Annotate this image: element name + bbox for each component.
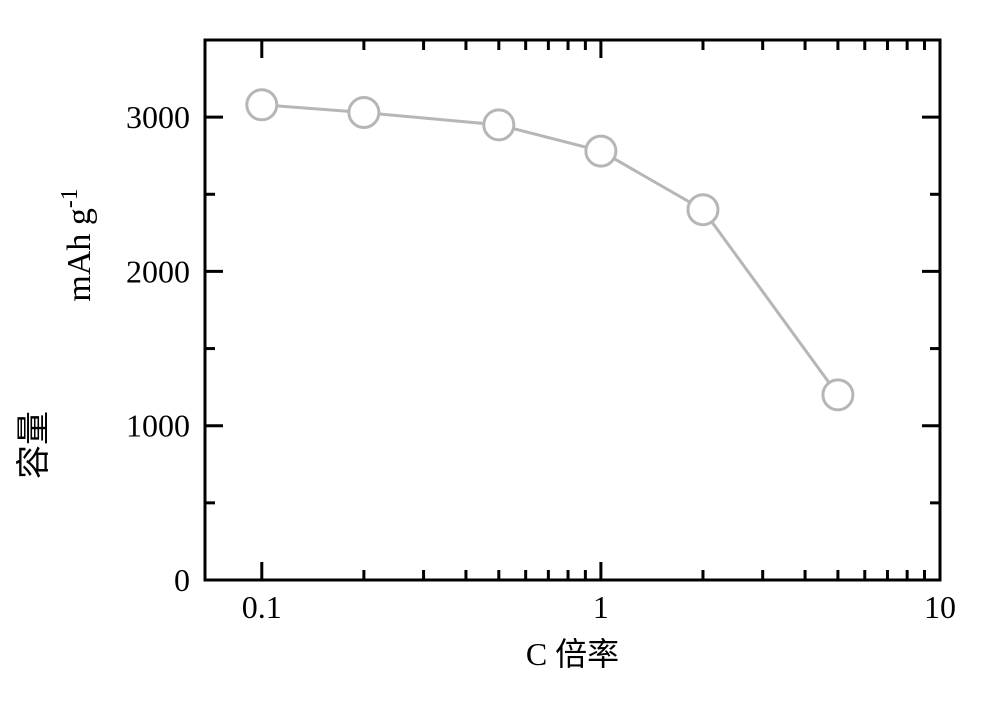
data-marker: [484, 110, 514, 140]
svg-text:2000: 2000: [126, 253, 190, 289]
data-marker: [688, 195, 718, 225]
x-axis-label: C 倍率: [526, 636, 619, 672]
svg-text:容量: 容量: [15, 411, 53, 479]
data-marker: [823, 380, 853, 410]
data-marker: [586, 136, 616, 166]
capacity-vs-crate-chart: 0.11100100020003000C 倍率mAh g-1容量: [0, 0, 1000, 715]
svg-text:1: 1: [593, 589, 609, 625]
data-marker: [247, 90, 277, 120]
svg-text:10: 10: [924, 589, 956, 625]
svg-text:0.1: 0.1: [242, 589, 282, 625]
svg-text:0: 0: [174, 562, 190, 598]
svg-text:3000: 3000: [126, 99, 190, 135]
data-marker: [349, 98, 379, 128]
svg-text:1000: 1000: [126, 408, 190, 444]
